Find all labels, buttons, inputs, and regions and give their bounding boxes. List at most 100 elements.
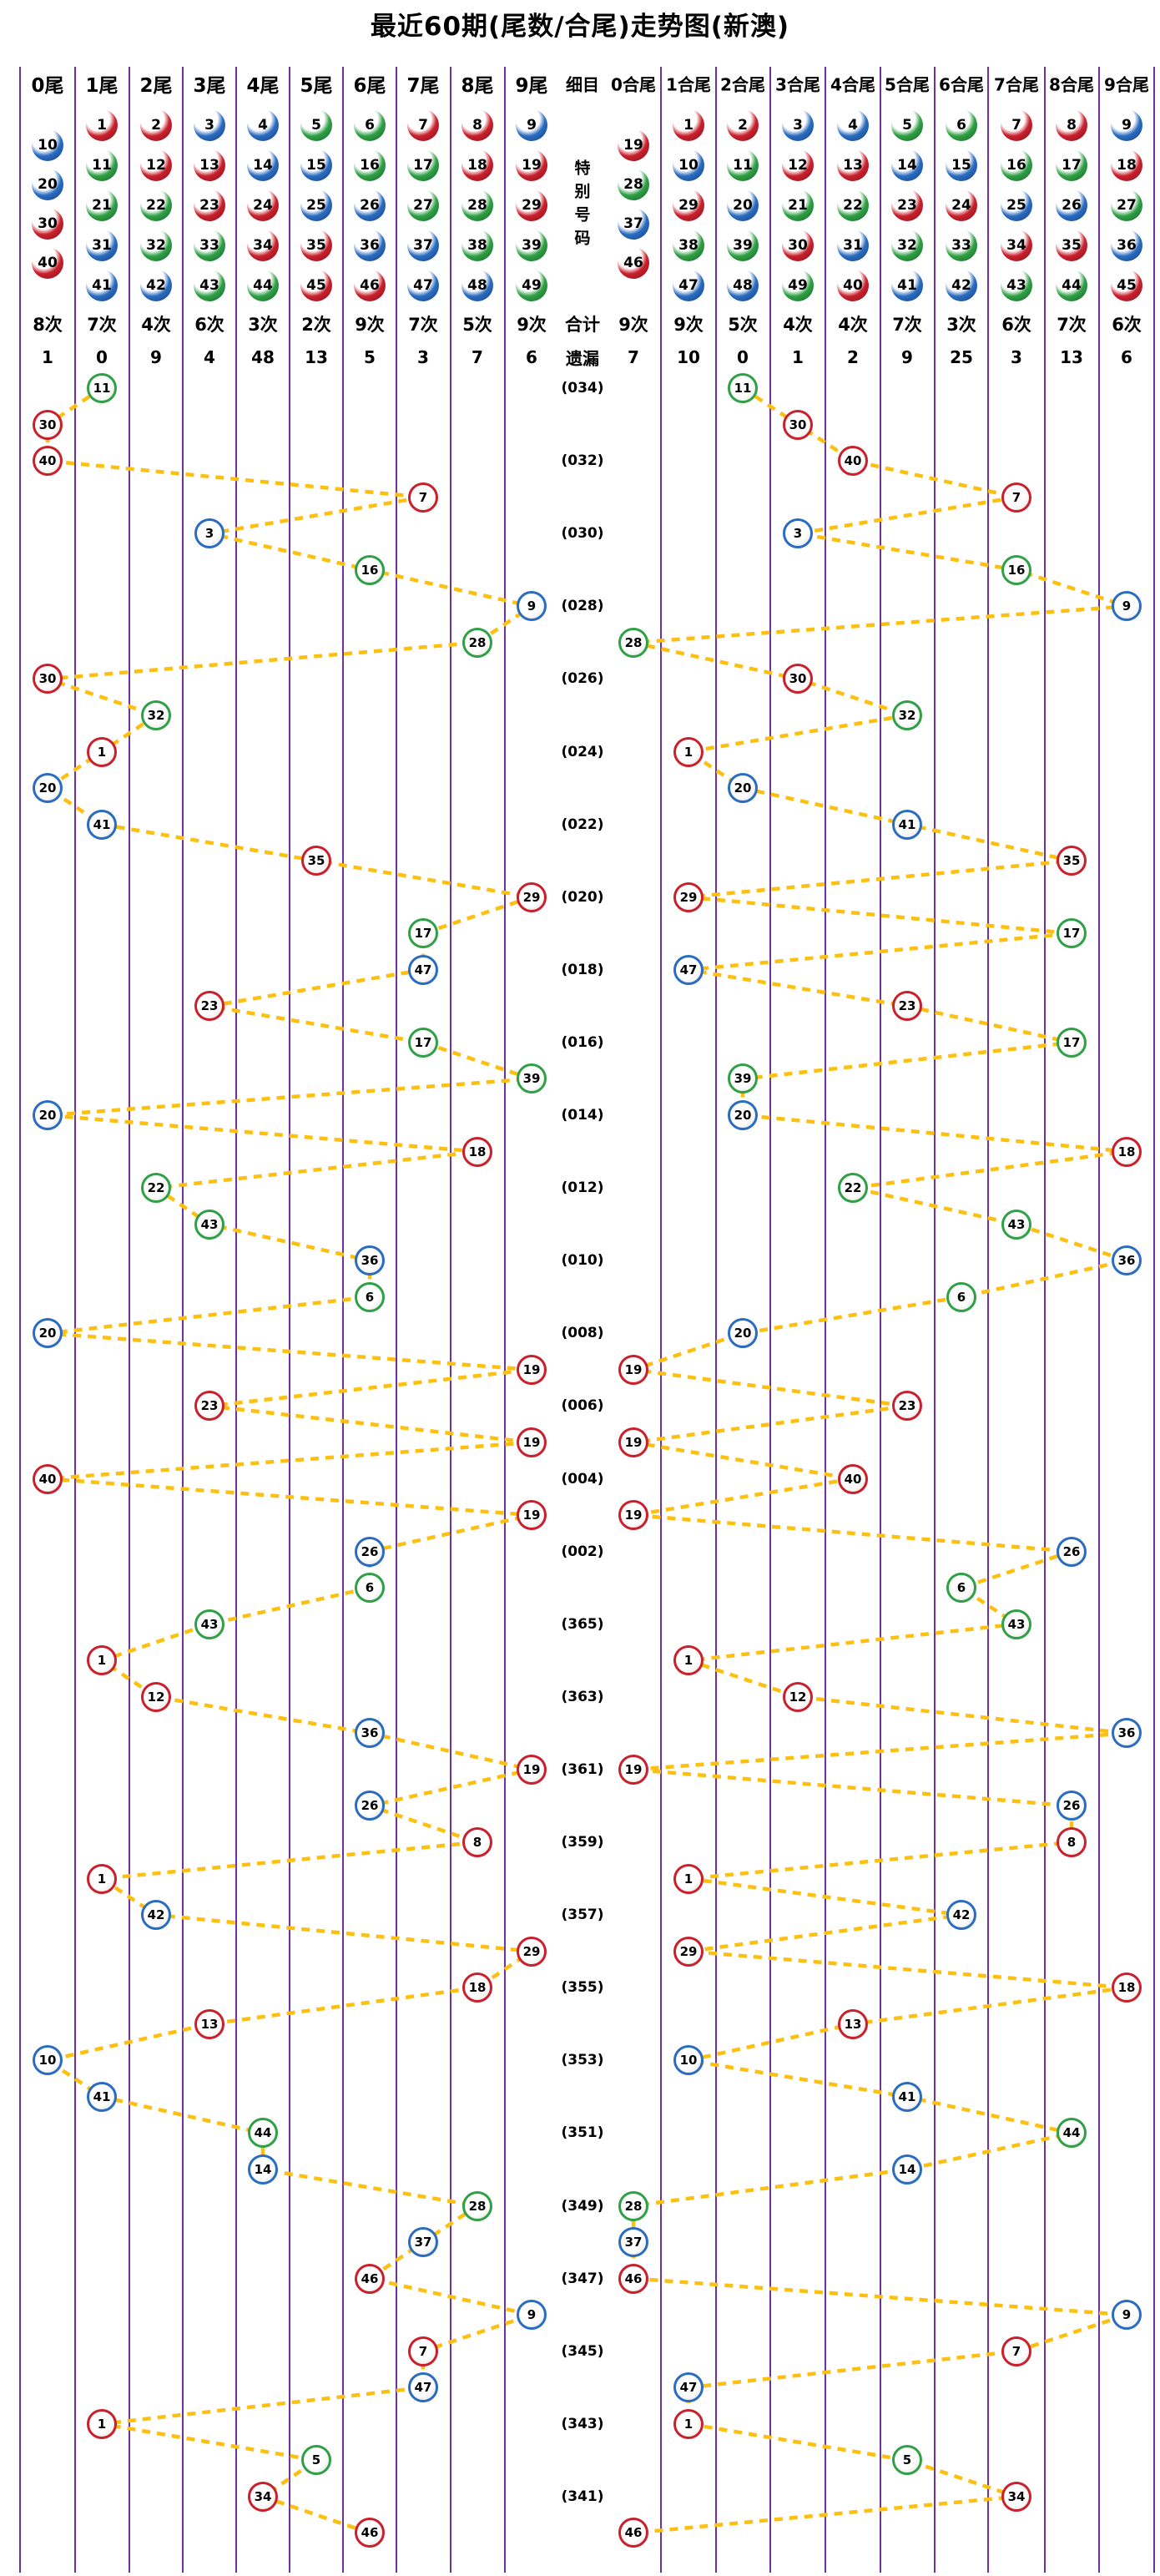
header-col-0wei: 0尾 [31,75,64,97]
header-ball: 12 [782,149,814,181]
trend-ball-right: 1 [673,1645,704,1676]
header-ball: 25 [1001,189,1032,221]
header-ball: 8 [1056,109,1087,141]
header-ball: 33 [946,230,977,261]
header-col-4hewei: 4合尾 [830,74,875,95]
trend-ball-right: 8 [1057,1827,1087,1857]
trend-ball-left: 7 [408,482,438,513]
trend-ball-left: 19 [517,1354,547,1385]
header-ball: 36 [354,230,386,261]
trend-ball-left: 46 [355,2263,385,2294]
trend-ball-right: 1 [673,1863,704,1894]
trend-ball-left: 37 [408,2227,438,2258]
header-ball: 21 [86,189,118,221]
miss-left-6: 5 [364,347,376,367]
header-ball: 6 [946,109,977,141]
trend-ball-left: 32 [141,700,171,730]
header-ball: 7 [1001,109,1032,141]
header-ball: 9 [1111,109,1142,141]
header-ball: 4 [247,109,279,141]
header-ball: 49 [782,270,814,301]
trend-ball-left: 1 [87,1645,117,1676]
header-ball: 16 [1001,149,1032,181]
header-ball: 28 [618,169,649,200]
header-ball: 27 [407,189,439,221]
count-right-3: 4次 [783,315,813,335]
header-ball: 48 [727,270,759,301]
trend-ball-left: 30 [33,664,63,695]
trend-ball-right: 19 [618,1354,648,1385]
count-left-6: 9次 [355,315,385,335]
miss-right-4: 2 [847,347,859,367]
period-label: (361) [561,1760,604,1778]
trend-ball-right: 23 [892,991,922,1022]
header-ball: 16 [354,149,386,181]
trend-ball-right: 44 [1057,2118,1087,2149]
header-col-8wei: 8尾 [461,75,494,97]
period-label: (032) [561,452,604,470]
trend-ball-left: 36 [355,1245,385,1276]
header-ball: 41 [86,270,118,301]
special-number-label: 别 [574,182,591,201]
count-right-2: 5次 [728,315,758,335]
trend-ball-right: 36 [1112,1718,1142,1749]
special-number-label: 特 [574,159,591,178]
trend-ball-left: 22 [141,1173,171,1204]
trend-ball-right: 1 [673,736,704,767]
header-ball: 23 [194,189,225,221]
trend-ball-right: 29 [673,881,704,912]
trend-ball-left: 47 [408,954,438,985]
trend-ball-right: 47 [673,2372,704,2403]
header-ball: 44 [247,270,279,301]
count-right-1: 9次 [673,315,704,335]
header-ball: 37 [407,230,439,261]
header-ball: 20 [32,169,63,200]
count-left-2: 4次 [141,315,171,335]
miss-left-8: 7 [472,347,483,367]
header-col-3wei: 3尾 [193,75,226,97]
header-ball: 34 [247,230,279,261]
header-ball: 46 [618,247,649,279]
header-ball: 20 [727,189,759,221]
header-ball: 17 [1056,149,1087,181]
period-label: (343) [561,2415,604,2432]
header-ball: 45 [300,270,332,301]
period-label: (365) [561,1615,604,1633]
header-ball: 40 [32,247,63,279]
period-label: (018) [561,961,604,978]
header-col-5wei: 5尾 [300,75,333,97]
miss-left-1: 0 [96,347,108,367]
period-label: (030) [561,525,604,543]
miss-right-0: 7 [628,347,639,367]
period-label: (002) [561,1543,604,1560]
trend-ball-right: 6 [946,1281,976,1312]
period-label: (006) [561,1397,604,1415]
trend-ball-right: 14 [892,2154,922,2185]
miss-left-3: 4 [204,347,215,367]
trend-ball-right: 3 [783,518,813,549]
header-col-8hewei: 8合尾 [1049,74,1094,95]
header-ball: 12 [140,149,172,181]
period-label: (363) [561,1688,604,1705]
trend-ball-right: 10 [673,2045,704,2076]
miss-right-3: 1 [792,347,804,367]
trend-ball-left: 20 [33,1100,63,1130]
header-ball: 22 [140,189,172,221]
miss-left-9: 6 [526,347,537,367]
period-label: (026) [561,670,604,688]
trend-ball-left: 29 [517,881,547,912]
header-ball: 2 [140,109,172,141]
header-ball: 13 [194,149,225,181]
period-label: (341) [561,2488,604,2505]
trend-ball-left: 43 [194,1209,224,1240]
period-label: (359) [561,1834,604,1851]
special-number-label: 码 [574,229,591,248]
header-ball: 42 [946,270,977,301]
header-col-2hewei: 2合尾 [720,74,765,95]
trend-ball-right: 20 [728,773,758,804]
header-ball: 3 [194,109,225,141]
header-ball: 5 [300,109,332,141]
header-ball: 15 [946,149,977,181]
